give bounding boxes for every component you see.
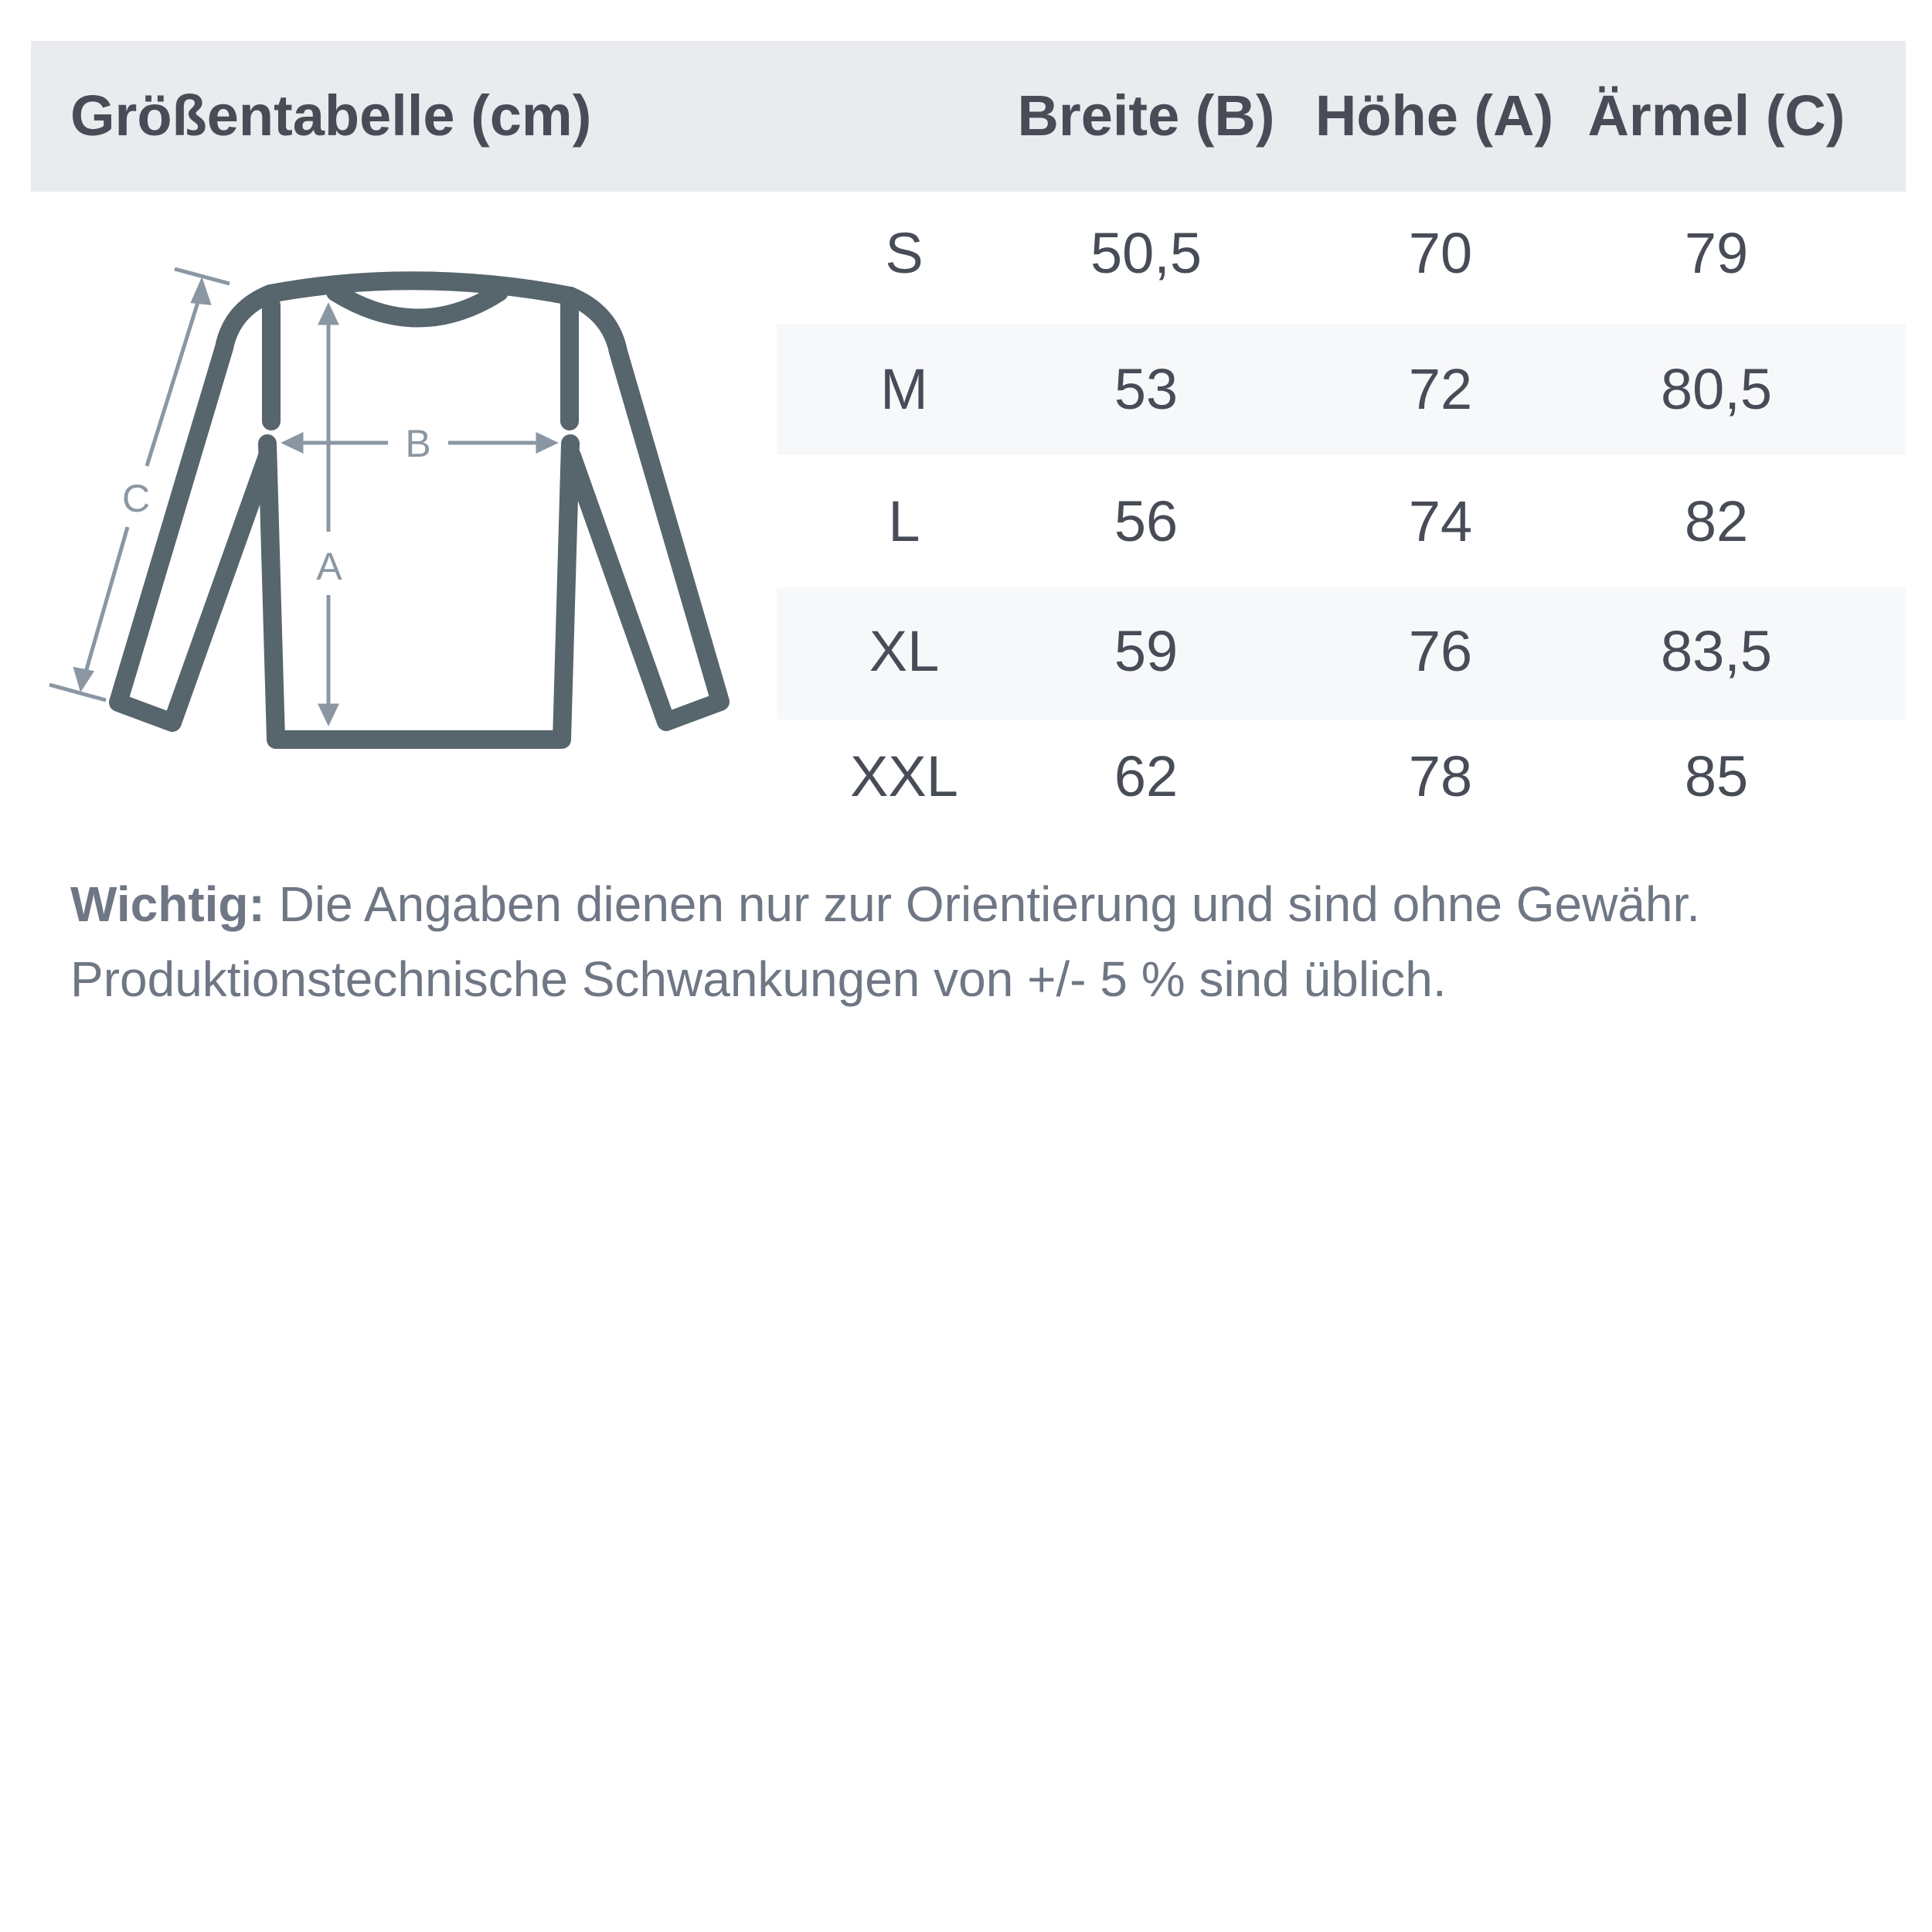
label-a: A (316, 545, 342, 588)
sweatshirt-diagram: C A B (49, 267, 730, 749)
column-header-aermel: Ärmel (C) (1587, 83, 1845, 148)
measure-c-line (145, 289, 204, 467)
arrow-up-icon (318, 302, 339, 325)
note-text: Die Angaben dienen nur zur Orientierung … (264, 876, 1701, 932)
measure-c-line (81, 526, 130, 681)
arrow-down-icon (73, 666, 95, 692)
cell-hoehe: 78 (1408, 744, 1473, 808)
cell-breite: 59 (1114, 619, 1179, 683)
row-stripe (777, 587, 1906, 719)
cell-breite: 56 (1114, 489, 1179, 553)
measure-c-tick-bottom (49, 682, 107, 702)
page-title: Größentabelle (cm) (70, 83, 592, 148)
cell-size: XXL (850, 744, 958, 808)
table-header-band (31, 41, 1906, 192)
arrow-down-icon (318, 703, 339, 726)
cell-size: XL (869, 619, 940, 683)
measure-c-tick-top (174, 267, 230, 286)
cell-aermel: 85 (1684, 744, 1749, 808)
arrow-up-icon (190, 277, 212, 305)
label-c: C (122, 477, 150, 520)
cell-aermel: 79 (1684, 221, 1749, 285)
cell-size: L (888, 489, 920, 553)
note-line-1: Wichtig: Die Angaben dienen nur zur Orie… (70, 873, 1700, 935)
cell-breite: 50,5 (1090, 221, 1202, 285)
column-header-breite: Breite (B) (1017, 83, 1275, 148)
cell-aermel: 80,5 (1660, 357, 1773, 421)
note-bold: Wichtig: (70, 876, 265, 932)
cell-hoehe: 72 (1408, 357, 1473, 421)
measure-lines (49, 267, 559, 726)
cell-aermel: 83,5 (1660, 619, 1773, 683)
row-stripe (777, 324, 1906, 455)
cell-breite: 62 (1114, 744, 1179, 808)
cell-size: M (880, 357, 928, 421)
note-line-2: Produktionstechnische Schwankungen von +… (70, 951, 1447, 1007)
arrow-left-icon (281, 432, 304, 454)
column-header-hoehe: Höhe (A) (1315, 83, 1554, 148)
cell-hoehe: 76 (1408, 619, 1473, 683)
cell-hoehe: 70 (1408, 221, 1473, 285)
cell-aermel: 82 (1684, 489, 1749, 553)
label-b: B (405, 422, 430, 465)
cell-hoehe: 74 (1408, 489, 1473, 553)
cell-breite: 53 (1114, 357, 1179, 421)
sweatshirt-outline-icon (109, 271, 730, 749)
arrow-right-icon (536, 432, 559, 454)
cell-size: S (885, 221, 923, 285)
